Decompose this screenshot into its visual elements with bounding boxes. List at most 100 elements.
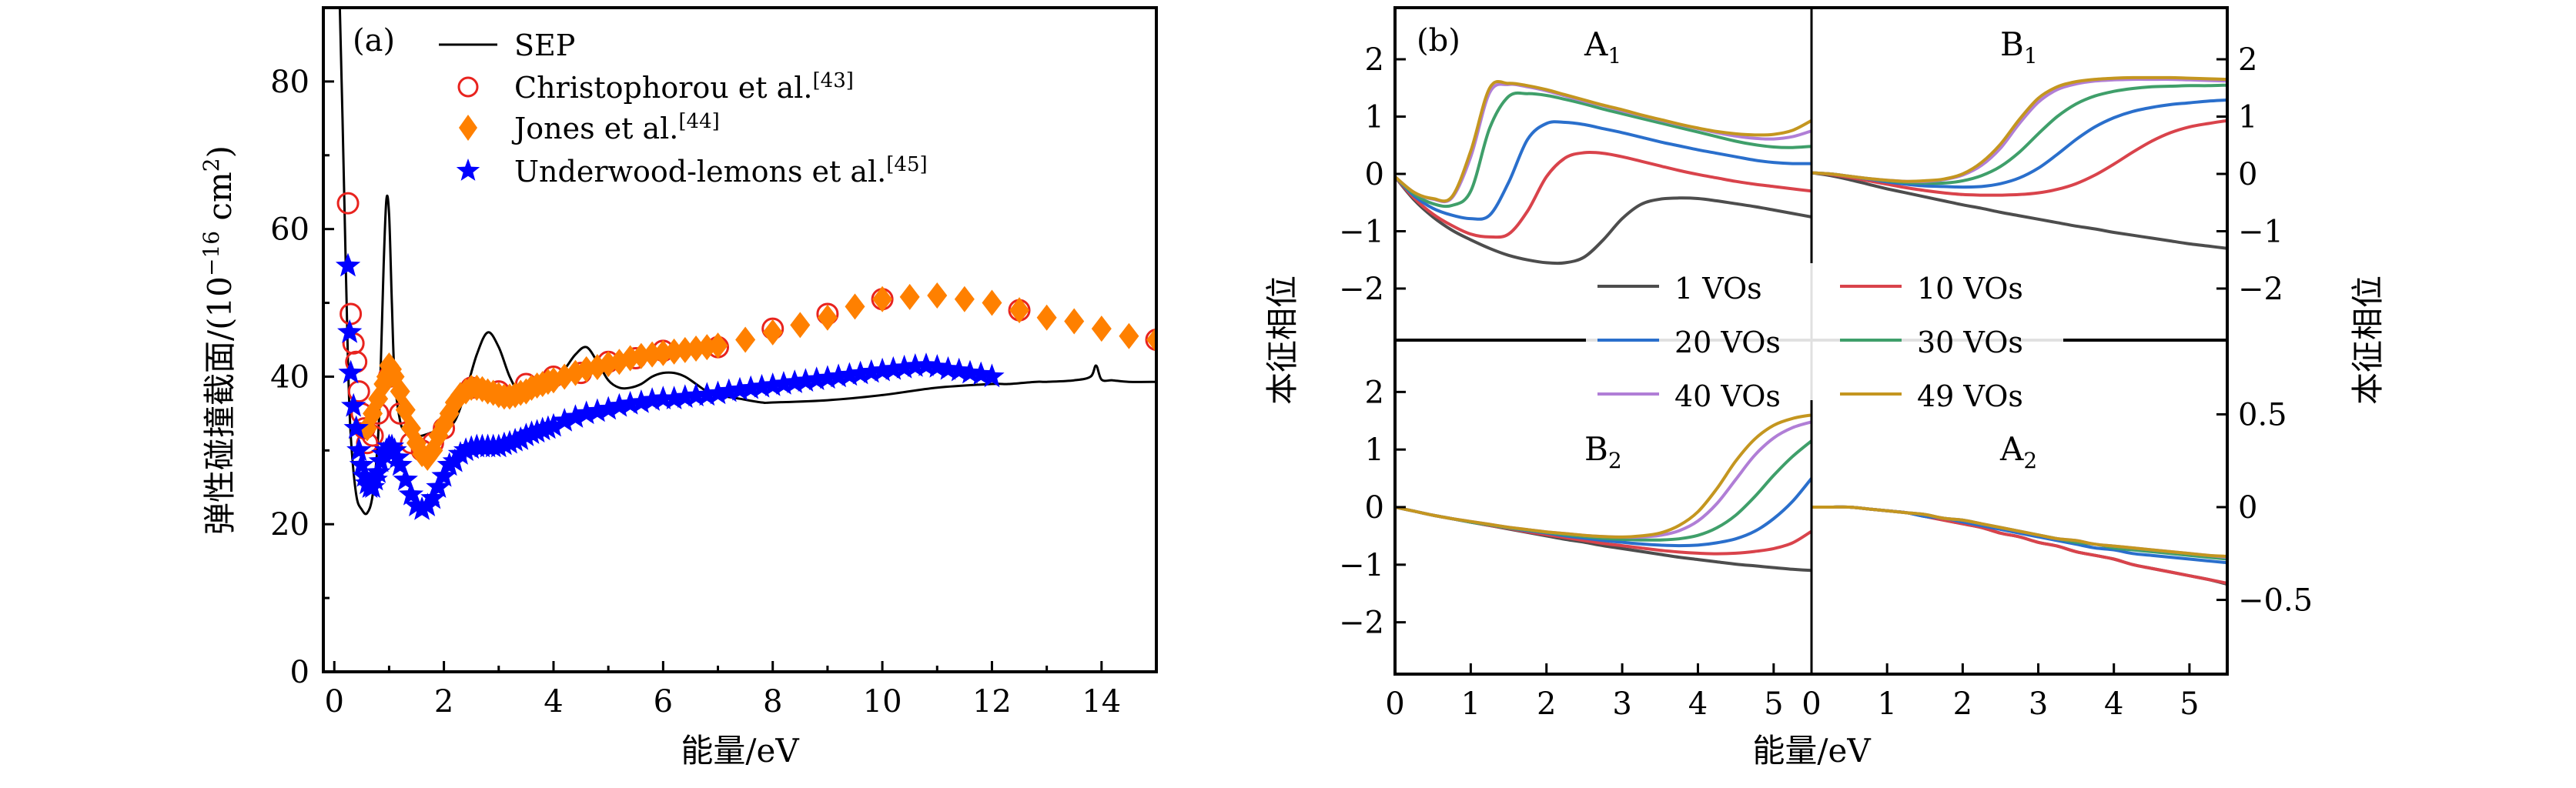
x-tick-label: 12 (972, 684, 1012, 720)
underwood-point (793, 368, 818, 392)
underwood-point (957, 359, 983, 384)
x-tick-label: 2 (434, 684, 453, 720)
underwood-point (771, 371, 797, 395)
subplot-label-a1: A1 (1584, 25, 1621, 68)
y-tick-label: 2 (2238, 42, 2257, 78)
y-tick-label: 2 (1365, 42, 1384, 78)
jones-point (899, 283, 920, 310)
christophorou-point (347, 380, 370, 403)
underwood-point (596, 396, 621, 420)
underwood-point (398, 481, 424, 506)
underwood-point (508, 426, 534, 450)
underwood-point (935, 356, 961, 380)
underwood-point (552, 408, 577, 432)
underwood-point (410, 496, 435, 520)
underwood-point (366, 459, 391, 483)
series-line-40-vos (1812, 78, 2227, 183)
underwood-point (431, 462, 457, 487)
legend-label: 30 VOs (1917, 326, 2023, 359)
series-line-49-vos (1395, 413, 1812, 539)
y-tick-label: 1 (1365, 100, 1384, 135)
x-tick-label: 2 (1537, 686, 1556, 722)
series-line-30-vos (1395, 91, 1812, 209)
underwood-point (437, 452, 462, 476)
legend-sep-label: SEP (514, 28, 575, 62)
jones-point (1146, 326, 1156, 353)
legend-label: 10 VOs (1917, 272, 2023, 306)
underwood-point (979, 363, 1005, 388)
panel-a-series (335, 8, 1156, 520)
jones-point (1036, 304, 1057, 331)
underwood-point (337, 319, 363, 343)
panel-b: −2 −1 0 1 2 −2 −1 0 1 2 −2 −1 0 1 2 0 1 2 3 4 5 −0.5 0 0.5 0 1 2 3 4… (1263, 6, 2387, 770)
panel-b-label: (b) (1417, 23, 1460, 58)
legend-label: 49 VOs (1917, 379, 2023, 413)
underwood-point (881, 356, 906, 380)
y-tick-label: 60 (270, 212, 309, 248)
underwood-point (804, 366, 829, 390)
legend-label: 20 VOs (1674, 326, 1781, 359)
jones-point (872, 285, 893, 312)
x-tick-label: 5 (1764, 686, 1783, 722)
subplot-label-b1: B1 (2000, 25, 2038, 68)
x-tick-label: 4 (1688, 686, 1708, 722)
underwood-point (749, 373, 774, 398)
underwood-point (639, 387, 665, 411)
y-tick-label: 0 (2238, 157, 2257, 192)
underwood-point (815, 365, 841, 389)
x-tick-label: 0 (325, 684, 344, 720)
underwood-point (574, 400, 599, 425)
jones-point (762, 319, 783, 346)
series-line-1-vos (1812, 505, 2227, 586)
christophorou-point (336, 192, 360, 215)
y-tick-label: −1 (2238, 214, 2283, 249)
series-line-10-vos (1812, 505, 2227, 585)
underwood-point (352, 462, 377, 487)
underwood-point (384, 444, 410, 469)
series-line-1-vos (1812, 171, 2227, 250)
y-tick-label: 80 (270, 65, 309, 100)
y-tick-label: −2 (2238, 272, 2283, 307)
series-line-49-vos (1812, 75, 2227, 183)
x-tick-label: 0 (1385, 686, 1404, 722)
x-tick-label: 3 (1612, 686, 1631, 722)
subplot-a1 (1395, 79, 1812, 265)
series-line-20-vos (1812, 98, 2227, 189)
underwood-point (426, 474, 451, 498)
jones-point (1064, 308, 1085, 335)
panel-a-plot-area (335, 8, 1156, 520)
y-tick-label: 0 (1365, 490, 1384, 526)
underwood-point (661, 386, 687, 409)
y-tick-label: 40 (270, 359, 309, 395)
y-tick-label: 1 (2238, 100, 2257, 135)
underwood-point (607, 392, 632, 417)
panel-a-legend: SEP Christophorou et al.[43] Jones et al… (439, 28, 928, 189)
underwood-point (848, 360, 873, 385)
panel-a-x-axis-title: 能量/eV (681, 732, 799, 770)
y-tick-label: 0.5 (2238, 397, 2287, 432)
legend-label: 40 VOs (1674, 379, 1781, 413)
underwood-point (335, 252, 361, 277)
x-tick-label: 2 (1953, 686, 1972, 722)
subplot-b1 (1812, 75, 2227, 250)
series-line-10-vos (1812, 119, 2227, 197)
x-tick-label: 8 (763, 684, 782, 720)
jones-point (708, 332, 728, 359)
underwood-point (892, 354, 917, 379)
underwood-point (540, 412, 567, 437)
underwood-point (651, 386, 676, 409)
underwood-point (782, 369, 808, 393)
panel-b-legend-box (1586, 263, 2063, 400)
x-tick-label: 3 (2029, 686, 2048, 722)
x-tick-label: 4 (2104, 686, 2123, 722)
jones-point (845, 293, 865, 320)
underwood-point (913, 352, 939, 376)
legend-label: 1 VOs (1674, 272, 1762, 306)
y-tick-label: 1 (1365, 432, 1384, 468)
panel-b-y-axis-title-left: 本征相位 (1263, 275, 1301, 405)
legend-christophorou-marker (457, 76, 479, 98)
series-line-49-vos (1395, 79, 1812, 203)
subplot-label-b2: B2 (1584, 430, 1622, 473)
underwood-point (683, 382, 709, 407)
